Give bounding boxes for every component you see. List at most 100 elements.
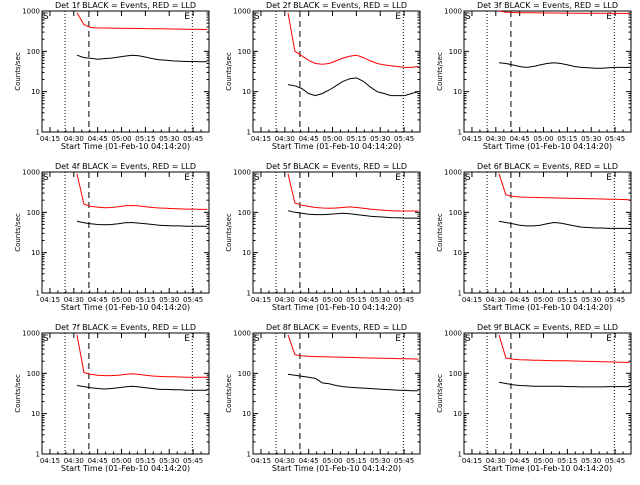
start-marker: S (43, 334, 49, 344)
y-tick-label: 10 (242, 88, 251, 96)
end-marker: E (395, 12, 401, 22)
y-axis-label: Counts/sec (225, 213, 233, 252)
x-tick-label: 05:15 (346, 296, 366, 304)
x-tick-label: 04:30 (275, 457, 295, 465)
events-series-line (76, 54, 208, 63)
end-marker: E (606, 12, 612, 22)
x-tick-label: 05:45 (183, 457, 203, 465)
x-tick-label: 05:30 (159, 457, 179, 465)
start-marker: S (43, 12, 49, 22)
x-tick-label: 04:30 (64, 296, 84, 304)
plot-frame (252, 332, 421, 455)
x-tick-label: 05:00 (533, 457, 553, 465)
x-tick-label: 05:00 (111, 457, 131, 465)
plot-frame (463, 171, 632, 294)
x-tick-label: 04:15 (251, 135, 271, 143)
x-tick-label: 05:45 (605, 296, 625, 304)
y-tick-label: 1000 (22, 8, 40, 16)
y-axis-label: Counts/sec (436, 374, 444, 413)
x-tick-label: 05:15 (557, 457, 577, 465)
lld-series-line (498, 10, 630, 14)
x-tick-label: 05:15 (557, 296, 577, 304)
x-tick-label: 05:30 (370, 457, 390, 465)
x-tick-label: 05:00 (322, 296, 342, 304)
x-tick-label: 04:45 (510, 457, 530, 465)
x-tick-label: 05:45 (605, 135, 625, 143)
events-series-line (287, 373, 419, 392)
panel-det-9: Det 9f BLACK = Events, RED = LLD 1 10 100 10… (436, 323, 632, 473)
lld-series-line (287, 334, 419, 360)
x-tick-label: 04:45 (88, 135, 108, 143)
y-tick-label: 100 (449, 370, 462, 378)
start-marker: S (43, 173, 49, 183)
panel-title: Det 8f BLACK = Events, RED = LLD (266, 323, 407, 332)
lld-series-line (498, 334, 630, 363)
panel-title: Det 4f BLACK = Events, RED = LLD (55, 162, 196, 171)
panel-title: Det 2f BLACK = Events, RED = LLD (266, 1, 407, 10)
plot-frame (41, 171, 210, 294)
x-tick-label: 04:30 (64, 457, 84, 465)
x-tick-label: 05:00 (111, 135, 131, 143)
x-tick-label: 04:30 (486, 296, 506, 304)
x-tick-label: 04:45 (88, 457, 108, 465)
x-tick-label: 04:15 (462, 135, 482, 143)
x-tick-label: 05:45 (183, 135, 203, 143)
x-tick-label: 05:30 (159, 135, 179, 143)
x-axis-label: Start Time (01-Feb-10 04:14:20) (272, 464, 401, 473)
x-tick-label: 05:30 (370, 296, 390, 304)
x-tick-label: 04:45 (299, 457, 319, 465)
y-tick-label: 1000 (233, 330, 251, 338)
start-marker: S (465, 12, 471, 22)
y-tick-label: 1 (247, 129, 251, 137)
x-tick-label: 05:00 (533, 296, 553, 304)
plot-frame (41, 332, 210, 455)
x-tick-label: 04:15 (251, 457, 271, 465)
end-marker: E (395, 334, 401, 344)
y-tick-label: 10 (242, 249, 251, 257)
plot-frame (41, 10, 210, 133)
x-tick-label: 04:30 (486, 457, 506, 465)
lld-series-line (76, 12, 208, 30)
x-tick-label: 05:15 (346, 457, 366, 465)
x-tick-label: 05:15 (135, 457, 155, 465)
panel-det-7: Det 7f BLACK = Events, RED = LLD 1 10 100 10… (14, 323, 210, 473)
panel-title: Det 5f BLACK = Events, RED = LLD (266, 162, 407, 171)
events-series-line (287, 77, 419, 97)
panel-det-4: Det 4f BLACK = Events, RED = LLD 1 10 100 10… (14, 162, 210, 312)
y-tick-label: 100 (449, 48, 462, 56)
lld-series-line (287, 12, 419, 68)
panel-det-6: Det 6f BLACK = Events, RED = LLD 1 10 100 10… (436, 162, 632, 312)
plot-frame (252, 171, 421, 294)
y-axis-label: Counts/sec (225, 374, 233, 413)
y-tick-label: 1 (36, 290, 40, 298)
x-tick-label: 05:30 (370, 135, 390, 143)
end-marker: E (184, 173, 190, 183)
end-marker: E (184, 334, 190, 344)
events-series-line (76, 385, 208, 391)
plot-frame (463, 10, 632, 133)
end-marker: E (606, 334, 612, 344)
x-tick-label: 05:45 (605, 457, 625, 465)
x-tick-label: 04:30 (275, 296, 295, 304)
x-tick-label: 04:15 (462, 296, 482, 304)
y-tick-label: 10 (453, 88, 462, 96)
x-tick-label: 05:30 (159, 296, 179, 304)
y-tick-label: 1 (36, 129, 40, 137)
x-tick-label: 04:45 (299, 296, 319, 304)
x-tick-label: 04:30 (486, 135, 506, 143)
y-tick-label: 1 (458, 451, 462, 459)
y-tick-label: 100 (27, 48, 40, 56)
events-series-line (498, 381, 630, 388)
start-marker: S (254, 12, 260, 22)
lld-series-line (76, 173, 208, 210)
panel-det-1: Det 1f BLACK = Events, RED = LLD 1 10 100 10… (14, 1, 210, 151)
y-tick-label: 100 (27, 209, 40, 217)
x-tick-label: 05:15 (557, 135, 577, 143)
x-tick-label: 04:15 (40, 296, 60, 304)
start-marker: S (465, 334, 471, 344)
lld-series-line (76, 334, 208, 378)
x-tick-label: 04:15 (251, 296, 271, 304)
events-series-line (287, 210, 419, 219)
x-tick-label: 05:00 (111, 296, 131, 304)
